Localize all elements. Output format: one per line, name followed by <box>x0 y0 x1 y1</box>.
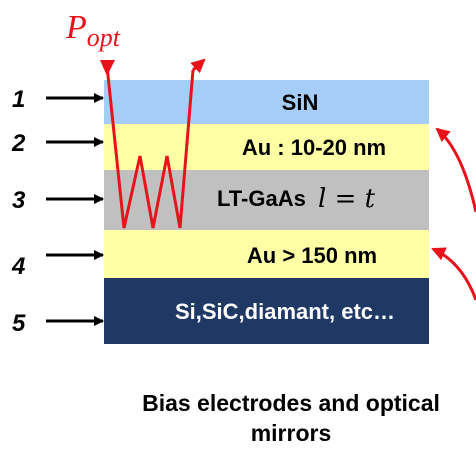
layer-2-au-thin <box>104 124 429 170</box>
layer-2-label: Au : 10-20 nm <box>242 135 386 160</box>
incident-beam-arrowhead <box>100 60 115 76</box>
layer-1-number: 1 <box>12 86 25 113</box>
exit-beam-arrow <box>190 58 206 74</box>
layer-3-number: 3 <box>12 187 26 214</box>
layer-1-sin <box>104 80 429 124</box>
layer-5-substrate <box>104 278 429 344</box>
layer-4-number: 4 <box>11 253 25 280</box>
caption-line-2: mirrors <box>251 420 332 446</box>
incident-light-label: Popt <box>65 9 121 52</box>
mirror-arrow-bottom <box>431 247 476 301</box>
layer-3-label: LT-GaAs <box>217 186 306 211</box>
layer-3-math: l = t <box>318 184 376 214</box>
mirror-arrow-top <box>435 127 476 213</box>
layer-5-label: Si,SiC,diamant, etc… <box>175 299 395 324</box>
layer-4-au-thick <box>104 230 429 278</box>
layer-2-number: 2 <box>11 130 26 157</box>
layer-5-number: 5 <box>12 310 26 337</box>
caption-line-1: Bias electrodes and optical <box>142 390 440 416</box>
layer-1-label: SiN <box>282 90 319 115</box>
layer-4-label: Au > 150 nm <box>247 243 377 268</box>
optical-beam-path <box>105 65 195 229</box>
